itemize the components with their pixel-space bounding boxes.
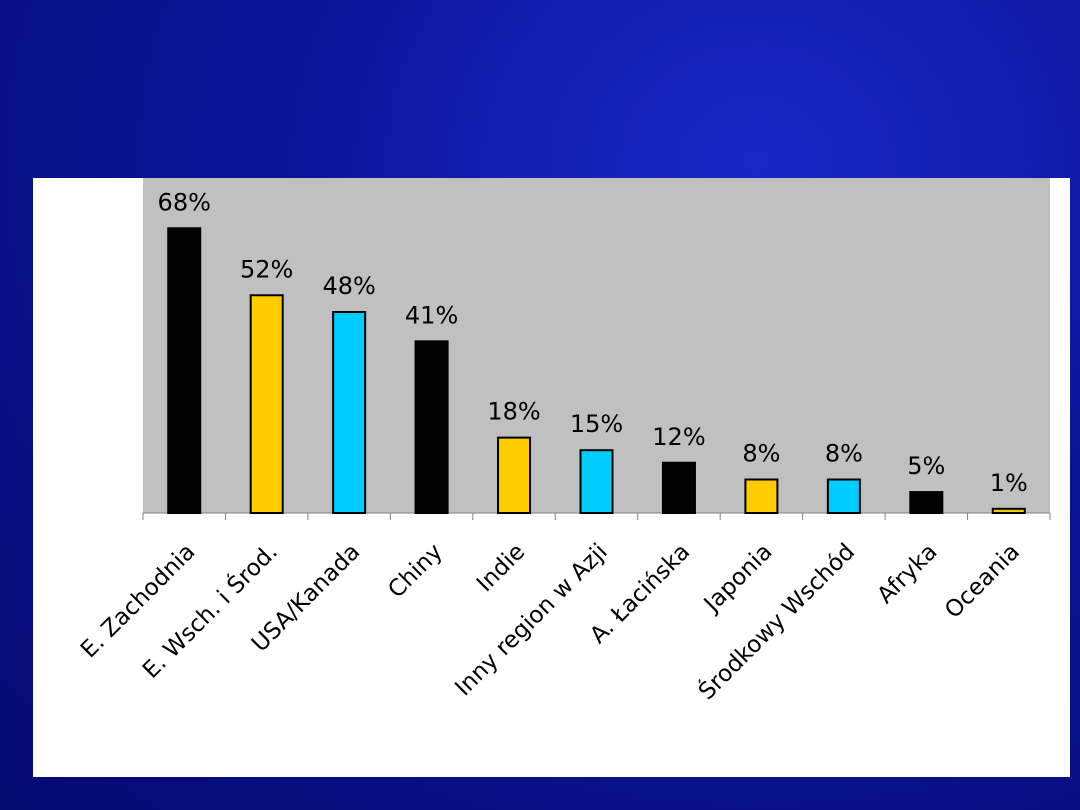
value-label: 41% — [405, 301, 458, 329]
value-label: 18% — [487, 398, 540, 426]
bar — [332, 311, 367, 514]
value-label: 12% — [652, 423, 705, 451]
bar — [661, 461, 696, 514]
bar — [167, 227, 202, 514]
bar — [414, 340, 449, 514]
bar — [497, 436, 532, 514]
value-label: 52% — [240, 255, 293, 283]
value-label: 8% — [825, 440, 863, 468]
bar — [579, 449, 614, 514]
value-label: 48% — [322, 272, 375, 300]
bar — [826, 478, 861, 514]
value-label: 15% — [570, 410, 623, 438]
bar — [249, 294, 284, 514]
value-label: 68% — [158, 188, 211, 216]
bar — [991, 507, 1026, 514]
value-label: 8% — [742, 440, 780, 468]
value-label: 5% — [907, 452, 945, 480]
value-label: 1% — [990, 469, 1028, 497]
bar — [744, 478, 779, 514]
bar — [909, 491, 944, 514]
